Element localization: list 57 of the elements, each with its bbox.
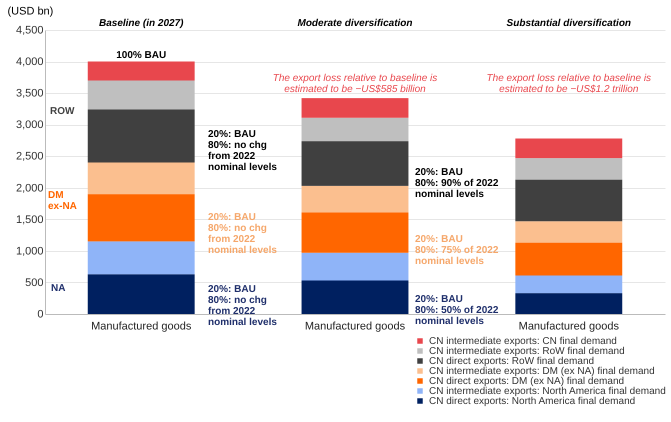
y-tick-label: 1,500 — [16, 214, 44, 226]
text: Moderate diversification — [297, 18, 413, 29]
bar — [515, 180, 622, 222]
annotation: 20%: BAU 80%: 75% of 2022 nominal levels — [415, 234, 499, 267]
annotation: NA — [51, 283, 66, 294]
legend-label: CN direct exports: RoW final demand — [429, 356, 594, 367]
annotation: 20%: BAU 80%: no chg from 2022 nominal levels — [208, 284, 278, 328]
annotation: 100% BAU — [116, 50, 166, 61]
annotation: 20%: BAU 80%: 50% of 2022 nominal levels — [415, 294, 499, 327]
bar — [302, 118, 408, 142]
x-tick-label: Manufactured goods — [304, 320, 406, 332]
bar — [302, 212, 408, 253]
legend-label: CN intermediate exports: North America final demand — [429, 386, 666, 397]
annotation: The export loss relative to baseline is estimated to be −US$585 billion — [272, 73, 438, 95]
bar — [88, 80, 195, 110]
legend-label: CN intermediate exports: RoW final demand — [429, 346, 625, 357]
text: Substantial diversification — [506, 18, 632, 29]
bar — [515, 158, 622, 180]
y-tick-label: 2,000 — [16, 182, 44, 194]
bar — [302, 141, 408, 186]
annotation: DM ex-NA — [48, 190, 77, 212]
y-tick-label: 2,500 — [16, 150, 44, 163]
x-tick-label: Manufactured goods — [91, 320, 192, 332]
annotation: 20%: BAU 80%: 90% of 2022 nominal levels — [415, 167, 499, 200]
x-tick-label: Manufactured goods — [518, 320, 620, 332]
legend-label: CN direct exports: DM (ex NA) final demand — [429, 376, 624, 387]
y-tick-label: 500 — [25, 276, 44, 289]
bar — [88, 162, 195, 194]
legend-label: CN direct exports: North America final demand — [429, 396, 636, 407]
annotation: 20%: BAU 80%: no chg from 2022 nominal levels — [208, 212, 278, 256]
y-tick-label: 3,000 — [16, 119, 44, 132]
bar — [88, 194, 195, 242]
y-tick-label: 1,000 — [16, 245, 44, 258]
annotation: ROW — [50, 106, 75, 117]
bar — [515, 138, 622, 158]
bar — [302, 280, 408, 314]
bar — [515, 221, 622, 243]
y-axis-title: (USD bn) — [8, 6, 54, 18]
bar — [515, 276, 622, 294]
bar — [515, 242, 622, 276]
legend-label: CN intermediate exports: DM (ex NA) final demand — [429, 366, 655, 377]
annotation: 20%: BAU 80%: no chg from 2022 nominal levels — [208, 129, 278, 173]
bar — [88, 110, 195, 163]
y-tick-label: 3,500 — [16, 88, 44, 100]
bar — [88, 62, 195, 80]
bar — [302, 186, 408, 212]
y-tick-label: 0 — [37, 308, 44, 320]
y-tick-label: 4,000 — [16, 56, 44, 68]
bar — [515, 293, 622, 314]
bar — [88, 241, 195, 274]
legend-label: CN intermediate exports: CN final demand — [429, 336, 617, 347]
bar — [302, 252, 408, 281]
y-tick-label: 4,500 — [16, 24, 44, 36]
annotation: The export loss relative to baseline is estimated to be −US$1.2 trillion — [486, 73, 652, 95]
bar — [302, 98, 408, 118]
bar — [88, 274, 195, 314]
text: Baseline (in 2027) — [98, 18, 184, 29]
